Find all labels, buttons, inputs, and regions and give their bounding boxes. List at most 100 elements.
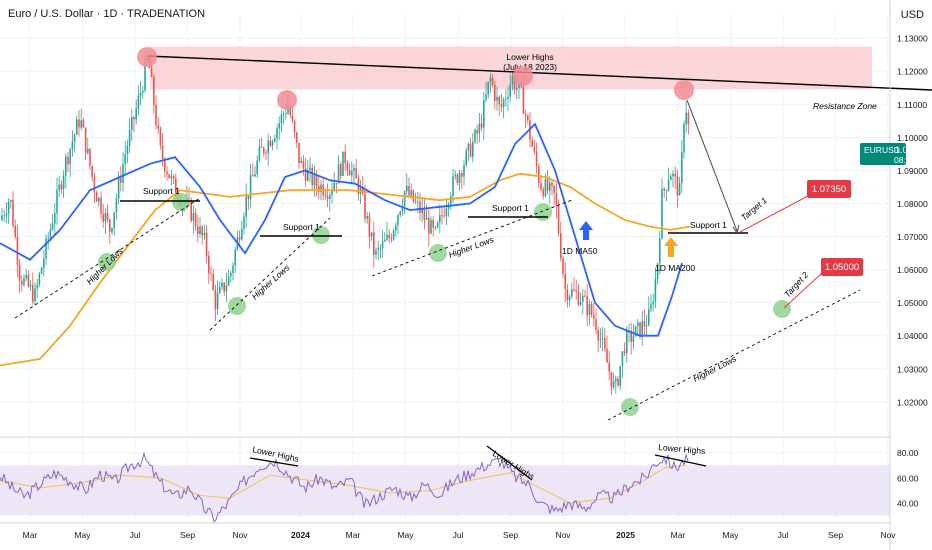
price-candle-body — [210, 273, 212, 275]
price-tick-label: 1.13000 — [897, 34, 928, 44]
price-candle-body — [216, 293, 219, 310]
price-candle-body — [496, 96, 498, 101]
price-candle-body — [247, 196, 250, 199]
price-candle-body — [197, 226, 199, 235]
price-candle-body — [89, 148, 91, 167]
price-candle-body — [71, 141, 74, 149]
price-candle-body — [234, 249, 236, 266]
price-candle-body — [3, 215, 5, 217]
time-tick-label: May — [722, 530, 739, 540]
price-candle-body — [340, 163, 342, 176]
price-candle-body — [476, 130, 478, 134]
price-candle-body — [91, 166, 93, 177]
price-candle-body — [392, 230, 395, 240]
price-candle-body — [491, 77, 494, 86]
price-candle-body — [452, 176, 454, 197]
price-candle-body — [654, 279, 657, 302]
price-candle-body — [557, 206, 560, 234]
price-candle-body — [76, 119, 78, 135]
price-candle-body — [674, 173, 676, 177]
price-candle-body — [221, 282, 223, 287]
price-candle-body — [43, 258, 45, 268]
price-candle-body — [106, 213, 109, 220]
price-candle-body — [518, 83, 520, 88]
price-candle-body — [201, 226, 203, 236]
price-candle-body — [390, 238, 393, 240]
price-candle-body — [599, 339, 602, 341]
price-candle-body — [238, 237, 241, 240]
price-candle-body — [498, 96, 500, 105]
price-candle-body — [298, 142, 300, 164]
price-candle-body — [487, 81, 489, 95]
price-candle-body — [126, 146, 129, 154]
price-candle-body — [566, 289, 569, 301]
time-tick-label: Mar — [671, 530, 686, 540]
price-candle-body — [225, 285, 228, 292]
price-candle-body — [582, 295, 584, 302]
price-candle-body — [131, 117, 133, 130]
price-candle-body — [364, 193, 366, 219]
price-candle-body — [432, 219, 434, 228]
time-tick-label: Nov — [880, 530, 896, 540]
price-candle-body — [18, 264, 21, 281]
price-candle-body — [47, 237, 49, 239]
red-high-circle — [277, 90, 297, 110]
price-candle-body — [194, 213, 197, 227]
green-low-circle — [228, 297, 246, 315]
price-candle-body — [678, 183, 681, 196]
price-candle-body — [408, 185, 410, 196]
price-candle-body — [643, 320, 646, 327]
price-candle-body — [524, 113, 527, 116]
price-candle-body — [58, 184, 60, 190]
price-candle-body — [227, 276, 230, 286]
price-candle-body — [388, 234, 390, 239]
time-tick-label: Jul — [453, 530, 464, 540]
price-candle-body — [441, 214, 443, 216]
price-candle-body — [564, 273, 566, 290]
green-low-circle — [773, 300, 791, 318]
price-candle-body — [604, 338, 606, 349]
price-candle-body — [135, 108, 137, 120]
price-candle-body — [115, 198, 118, 213]
time-tick-label: 2024 — [291, 530, 310, 540]
price-candle-body — [606, 348, 608, 363]
price-candle-body — [366, 216, 368, 219]
rsi-tick-label: 40.00 — [897, 499, 919, 509]
price-candle-body — [333, 183, 335, 191]
price-candle-body — [595, 318, 597, 330]
ma50-arrow — [579, 221, 593, 240]
price-candle-body — [430, 219, 432, 234]
price-candle-body — [414, 201, 417, 203]
green-low-circle — [621, 398, 639, 416]
support-label: Support 1 — [492, 203, 529, 213]
price-candle-body — [577, 291, 580, 305]
time-tick-label: Sep — [828, 530, 843, 540]
price-candle-body — [16, 236, 19, 265]
price-candle-body — [586, 296, 588, 316]
price-candle-body — [278, 122, 280, 129]
price-candle-body — [269, 140, 272, 146]
price-candle-body — [621, 351, 624, 366]
target1-badge — [807, 180, 851, 198]
price-badge-value: 1.09854 — [895, 145, 928, 155]
price-candle-body — [527, 115, 529, 121]
price-candle-body — [87, 148, 89, 153]
price-candle-body — [124, 153, 126, 165]
price-candle-body — [326, 196, 329, 200]
price-candle-body — [549, 182, 551, 191]
higher-lows-dashed-line — [14, 197, 201, 319]
price-candle-body — [410, 190, 412, 196]
rsi-tick-label: 80.00 — [897, 448, 919, 458]
price-candle-body — [170, 175, 173, 179]
rsi-ma-line — [0, 464, 686, 504]
price-candle-body — [203, 232, 206, 236]
price-candle-body — [597, 329, 599, 341]
price-tick-label: 1.12000 — [897, 67, 928, 77]
price-candle-body — [685, 112, 687, 124]
price-candle-body — [245, 196, 247, 217]
price-candle-body — [634, 326, 637, 337]
price-candle-body — [381, 241, 384, 249]
ma50-label: 1D MA50 — [562, 246, 598, 256]
rsi-series — [0, 451, 689, 523]
